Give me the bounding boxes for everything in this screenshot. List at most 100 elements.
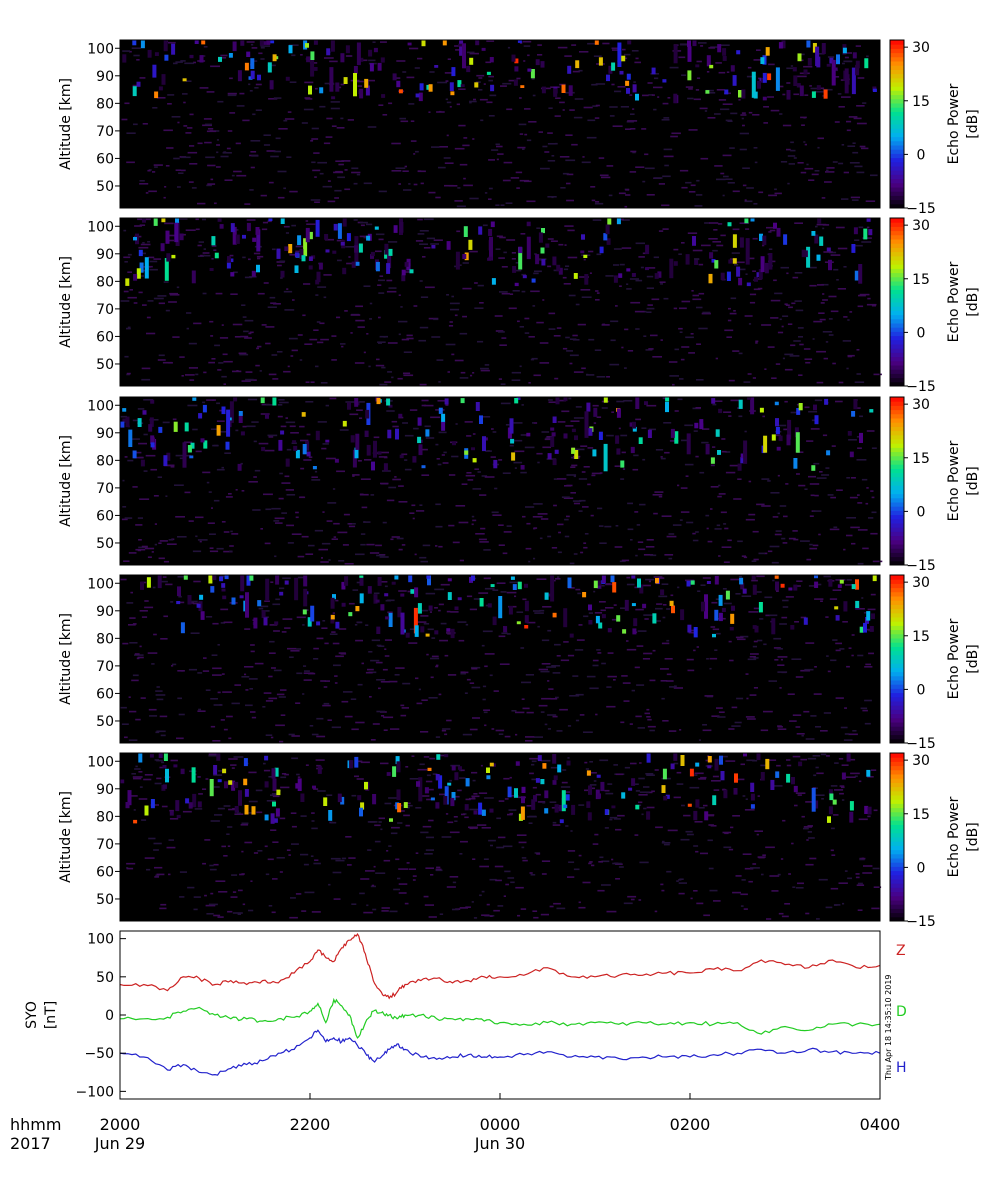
noise-cell xyxy=(227,826,233,828)
noise-cell xyxy=(448,524,455,527)
noise-cell xyxy=(433,239,443,241)
noise-cell xyxy=(139,180,145,182)
noise-cell xyxy=(785,483,789,485)
echo-cell xyxy=(463,226,468,237)
noise-cell xyxy=(227,94,237,97)
noise-cell xyxy=(797,75,807,78)
noise-cell xyxy=(202,471,211,474)
noise-cell xyxy=(599,601,606,603)
noise-cell xyxy=(499,291,508,293)
noise-cell xyxy=(825,906,833,909)
echo-cell xyxy=(594,40,599,45)
noise-cell xyxy=(188,668,197,671)
noise-cell xyxy=(354,624,358,626)
noise-cell xyxy=(261,324,267,326)
echo-cell xyxy=(791,777,795,785)
noise-cell xyxy=(720,234,726,237)
echo-cell xyxy=(244,804,249,815)
noise-cell xyxy=(286,288,289,290)
colorbar-segment xyxy=(890,761,904,767)
noise-cell xyxy=(207,522,215,524)
noise-cell xyxy=(415,240,424,242)
x-tick-label: 2000 xyxy=(100,1115,141,1134)
noise-cell xyxy=(769,545,780,548)
noise-cell xyxy=(661,642,670,645)
noise-cell xyxy=(865,502,869,505)
noise-cell xyxy=(188,520,194,522)
noise-cell xyxy=(279,472,283,475)
echo-cell xyxy=(242,234,246,239)
noise-cell xyxy=(686,833,694,836)
noise-cell xyxy=(460,672,466,675)
noise-cell xyxy=(305,401,314,403)
noise-cell xyxy=(794,804,798,807)
noise-cell xyxy=(833,814,839,816)
noise-cell xyxy=(692,532,696,535)
noise-cell xyxy=(272,841,279,843)
noise-cell xyxy=(630,301,641,304)
colorbar-segment xyxy=(890,434,904,440)
noise-cell xyxy=(840,726,848,729)
echo-cell xyxy=(754,276,758,282)
echo-cell xyxy=(793,785,798,793)
echo-cell xyxy=(228,780,233,785)
noise-cell xyxy=(426,798,432,801)
echo-cell xyxy=(451,67,456,77)
noise-cell xyxy=(281,512,287,514)
noise-cell xyxy=(123,229,127,232)
noise-cell xyxy=(813,462,820,465)
echo-cell xyxy=(248,76,253,80)
noise-cell xyxy=(854,165,863,168)
noise-cell xyxy=(278,497,284,500)
echo-cell xyxy=(645,244,650,255)
noise-cell xyxy=(646,275,654,278)
echo-cell xyxy=(542,763,547,769)
noise-cell xyxy=(401,544,406,546)
noise-cell xyxy=(302,314,306,317)
noise-cell xyxy=(452,541,460,544)
noise-cell xyxy=(536,452,543,455)
noise-cell xyxy=(719,755,728,758)
noise-cell xyxy=(155,694,166,696)
noise-cell xyxy=(159,540,168,542)
noise-cell xyxy=(702,729,712,732)
noise-cell xyxy=(295,245,304,248)
noise-cell xyxy=(467,479,474,481)
echo-cell xyxy=(563,397,568,402)
noise-cell xyxy=(221,324,224,326)
echo-cell xyxy=(670,428,675,438)
colorbar-segment xyxy=(890,675,904,681)
colorbar-frame xyxy=(889,396,905,566)
echo-cell xyxy=(337,223,342,239)
noise-cell xyxy=(638,801,643,804)
echo-cell xyxy=(464,450,469,455)
noise-cell xyxy=(627,350,634,352)
noise-cell xyxy=(190,602,194,604)
noise-cell xyxy=(472,488,482,490)
noise-cell xyxy=(289,916,298,919)
noise-cell xyxy=(398,590,407,592)
echo-cell xyxy=(853,399,858,410)
noise-cell xyxy=(398,333,401,336)
legend-Z: Z xyxy=(896,943,906,959)
noise-cell xyxy=(337,176,345,179)
noise-cell xyxy=(120,578,127,581)
noise-cell xyxy=(792,886,796,888)
noise-cell xyxy=(756,503,765,506)
noise-cell xyxy=(365,870,375,872)
echo-cell xyxy=(563,433,568,439)
noise-cell xyxy=(700,776,707,779)
colorbar-segment xyxy=(890,535,904,541)
noise-cell xyxy=(645,546,655,548)
noise-cell xyxy=(826,755,830,757)
noise-cell xyxy=(305,220,309,222)
noise-cell xyxy=(449,876,459,878)
echo-cell xyxy=(308,231,313,240)
noise-cell xyxy=(304,97,311,99)
colorbar-tick-label: 0 xyxy=(917,860,926,876)
noise-cell xyxy=(168,873,171,876)
echo-cell xyxy=(412,456,417,463)
noise-cell xyxy=(452,881,457,884)
noise-cell xyxy=(197,202,206,205)
noise-cell xyxy=(244,276,253,279)
